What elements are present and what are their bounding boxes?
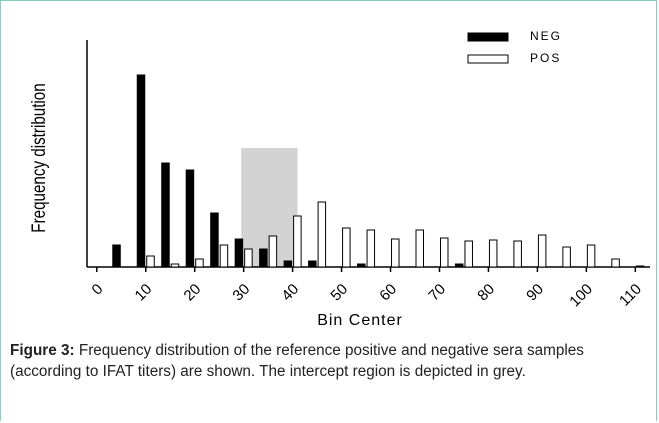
bar: [454, 263, 464, 268]
x-tick-label: 30: [229, 281, 253, 305]
bar: [195, 258, 204, 268]
bar: [488, 239, 498, 268]
x-tick-label: 110: [616, 281, 645, 310]
x-tick-label: 60: [376, 281, 400, 305]
chart: Frequency distribution Bin Center 0 10 20 3…: [27, 29, 650, 329]
x-tick-label: 70: [425, 281, 449, 305]
bar: [342, 227, 351, 268]
caption: Figure 3: Frequency distribution of the …: [10, 340, 650, 382]
bar: [170, 263, 180, 268]
bar: [586, 244, 596, 268]
x-tick-label: 50: [327, 281, 351, 305]
x-tick-label: 100: [566, 281, 596, 311]
caption-text: Frequency distribution of the reference …: [10, 342, 584, 380]
bar: [415, 229, 425, 268]
bar: [439, 237, 449, 268]
bar: [146, 255, 155, 268]
bar: [234, 238, 244, 268]
bar: [308, 260, 317, 268]
bar: [537, 234, 547, 268]
x-tick-label: 20: [181, 281, 205, 305]
x-tick-label: 90: [523, 281, 547, 305]
bar: [293, 215, 302, 268]
bar: [219, 244, 229, 268]
bar: [259, 248, 268, 268]
bar: [391, 238, 400, 268]
bar: [112, 244, 121, 268]
bar: [366, 229, 376, 268]
x-tick-label: 40: [278, 281, 302, 305]
legend-label: NEG: [530, 29, 562, 43]
x-tick-label: 0: [89, 281, 107, 299]
bar: [635, 265, 645, 268]
caption-label: Figure 3:: [10, 342, 75, 359]
bar: [185, 169, 195, 268]
bar: [513, 240, 522, 268]
bar: [317, 201, 327, 268]
bar: [562, 246, 571, 268]
legend-swatch: [467, 54, 509, 64]
bar: [283, 260, 293, 268]
bar: [268, 235, 278, 268]
bar: [244, 248, 253, 268]
bar: [161, 162, 170, 268]
bar: [611, 258, 620, 268]
bar: [136, 74, 146, 268]
y-axis-label: Frequency distribution: [27, 83, 49, 232]
bar: [357, 263, 366, 268]
bar: [210, 212, 219, 268]
bar: [464, 240, 473, 268]
x-tick-label: 10: [132, 281, 156, 305]
legend-label: POS: [530, 51, 561, 65]
legend-swatch: [467, 32, 509, 42]
x-tick-label: 80: [474, 281, 498, 305]
x-axis-label: Bin Center: [317, 312, 403, 329]
